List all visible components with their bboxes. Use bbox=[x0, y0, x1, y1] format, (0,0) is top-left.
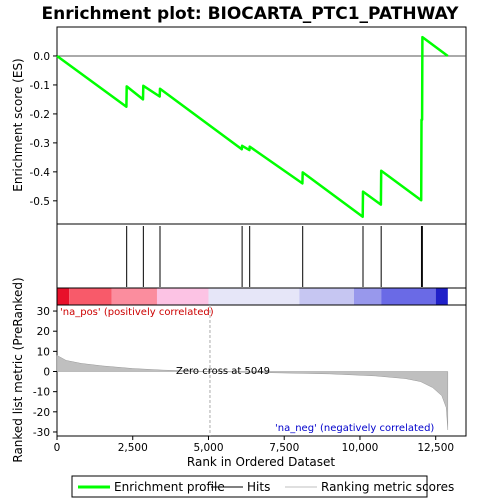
metric-tick-label: 10 bbox=[37, 346, 50, 358]
legend: Enrichment profile Hits Ranking metric sco… bbox=[78, 480, 454, 494]
pos-correlated-label: 'na_pos' (positively correlated) bbox=[60, 307, 214, 318]
metric-tick-label: 20 bbox=[37, 326, 50, 338]
metric-tick-label: -20 bbox=[33, 407, 50, 419]
legend-label: Hits bbox=[247, 480, 270, 494]
metric-tick-label: 30 bbox=[37, 306, 50, 318]
color-band-segment bbox=[299, 288, 354, 305]
legend-label: Ranking metric scores bbox=[321, 480, 454, 494]
chart-title: Enrichment plot: BIOCARTA_PTC1_PATHWAY bbox=[42, 4, 460, 24]
enrichment-profile bbox=[56, 35, 449, 219]
es-tick-label: 0.0 bbox=[33, 51, 50, 63]
color-band-segment bbox=[57, 288, 70, 305]
neg-correlated-label: 'na_neg' (negatively correlated) bbox=[275, 423, 434, 434]
legend-label: Enrichment profile bbox=[114, 480, 225, 494]
color-band-segment bbox=[156, 288, 209, 305]
x-tick-label: 7,500 bbox=[269, 442, 299, 454]
color-band-segment bbox=[111, 288, 157, 305]
metric-tick-label: 0 bbox=[43, 367, 50, 379]
es-axis-label: Enrichment score (ES) bbox=[11, 58, 25, 191]
metric-axis-label: Ranked list metric (PreRanked) bbox=[11, 277, 25, 462]
color-band-segment bbox=[435, 288, 448, 305]
x-tick-label: 2,500 bbox=[118, 442, 148, 454]
ranking-color-band bbox=[57, 288, 448, 305]
color-band-segment bbox=[353, 288, 382, 305]
zero-cross-label: Zero cross at 5049 bbox=[176, 366, 270, 377]
es-tick-label: -0.4 bbox=[30, 167, 51, 179]
es-tick-label: -0.2 bbox=[30, 109, 51, 121]
x-tick-label: 10,000 bbox=[342, 442, 379, 454]
es-tick-label: -0.5 bbox=[30, 196, 51, 208]
x-tick-label: 5,000 bbox=[193, 442, 223, 454]
enrichment-profile-line bbox=[56, 35, 449, 219]
es-tick-label: -0.1 bbox=[30, 80, 51, 92]
color-band-segment bbox=[69, 288, 112, 305]
metric-tick-label: -30 bbox=[33, 427, 50, 439]
metric-tick-label: -10 bbox=[33, 387, 50, 399]
x-axis-label: Rank in Ordered Dataset bbox=[187, 455, 335, 469]
hits-panel-frame bbox=[56, 223, 467, 289]
x-tick-label: 0 bbox=[54, 442, 61, 454]
es-axis: 0.0 -0.1 -0.2 -0.3 -0.4 -0.5 bbox=[30, 51, 466, 208]
metric-axis: 30 20 10 0 -10 -20 -30 bbox=[33, 306, 57, 439]
x-tick-label: 12,500 bbox=[417, 442, 454, 454]
color-band-segment bbox=[208, 288, 300, 305]
x-axis: 0 2,500 5,000 7,500 10,000 12,500 bbox=[54, 436, 454, 454]
ranking-metric-scores bbox=[56, 305, 449, 436]
color-band-segment bbox=[381, 288, 436, 305]
legend-frame bbox=[71, 475, 428, 498]
hit-lines bbox=[126, 226, 423, 287]
es-tick-label: -0.3 bbox=[30, 138, 51, 150]
es-panel-frame bbox=[56, 26, 467, 225]
metric-area bbox=[56, 354, 449, 431]
